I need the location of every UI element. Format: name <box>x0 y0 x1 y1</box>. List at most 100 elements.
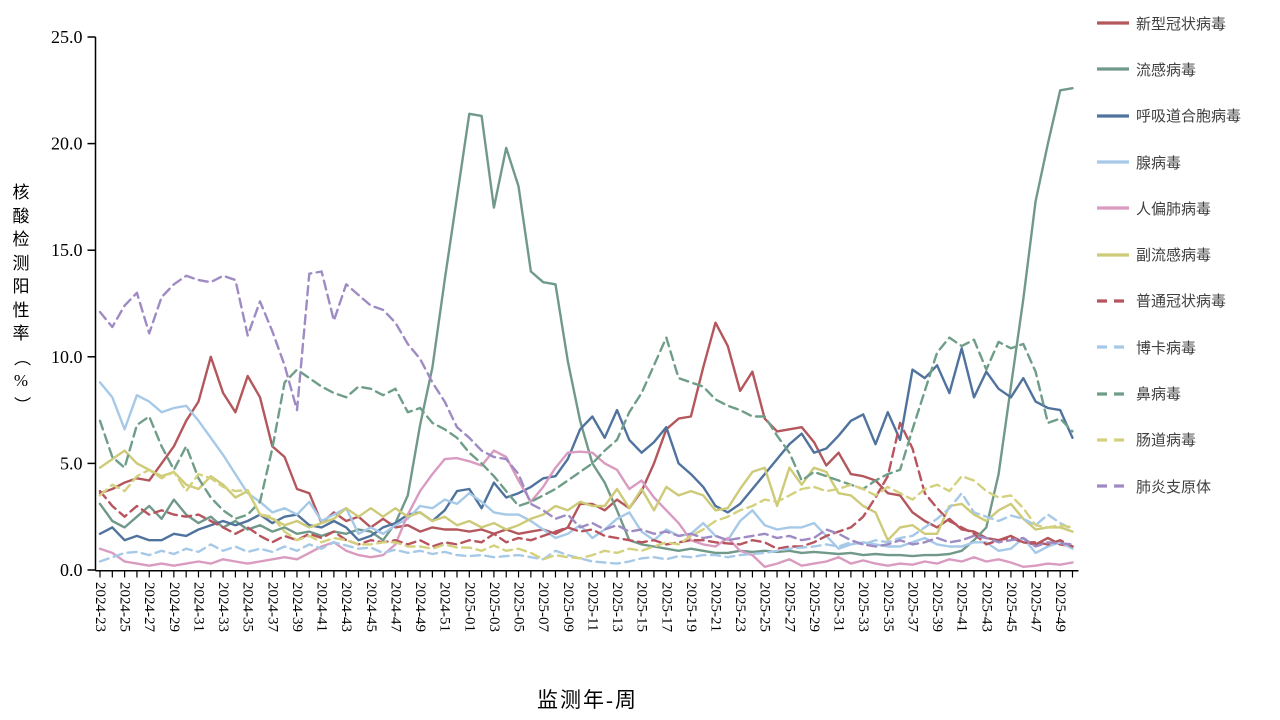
legend-label: 流感病毒 <box>1136 62 1197 79</box>
y-axis-title-char: 酸 <box>12 206 30 226</box>
y-tick-label: 25.0 <box>51 27 83 47</box>
x-tick-label: 2025-33 <box>855 582 871 632</box>
legend-label: 呼吸道合胞病毒 <box>1136 109 1242 126</box>
x-tick-label: 2025-45 <box>1003 582 1019 632</box>
series-line-enterovirus <box>98 468 1074 561</box>
legend-line-sample-hmpv <box>1097 206 1129 210</box>
x-tick-label: 2025-15 <box>634 582 650 632</box>
x-tick-label: 2024-35 <box>240 582 256 632</box>
series-line-bocavirus <box>98 492 1074 565</box>
x-tick-label: 2025-49 <box>1052 582 1068 632</box>
series-line-common-coronavirus <box>98 421 1074 550</box>
legend-label: 新型冠状病毒 <box>1136 16 1227 33</box>
series-line-mycoplasma <box>98 270 1074 548</box>
legend-line-sample-rhinovirus <box>1097 391 1129 396</box>
x-tick-label: 2025-13 <box>609 582 625 632</box>
legend-line-sample-mycoplasma <box>1097 484 1129 488</box>
legend-label: 副流感病毒 <box>1136 248 1212 265</box>
legend-item-enterovirus: 肠道病毒 <box>1096 417 1241 463</box>
series-line-covid <box>98 321 1074 548</box>
x-tick-label: 2024-25 <box>117 582 133 632</box>
legend-line-sample-common-coronavirus <box>1097 299 1129 303</box>
x-tick-label: 2025-21 <box>708 582 724 632</box>
y-axis-title-char: ） <box>11 395 31 413</box>
legend-item-rhinovirus: 鼻病毒 <box>1096 370 1241 416</box>
x-tick-label: 2024-43 <box>338 582 354 632</box>
x-tick-label: 2024-39 <box>289 582 305 632</box>
x-tick-label: 2024-41 <box>314 582 330 632</box>
legend-item-hmpv: 人偏肺病毒 <box>1096 185 1241 231</box>
x-tick-label: 2025-03 <box>486 582 502 632</box>
x-tick-label: 2025-37 <box>904 582 920 632</box>
x-tick-label: 2024-37 <box>264 582 280 632</box>
x-tick-label: 2024-29 <box>166 582 182 632</box>
x-tick-label: 2025-29 <box>806 582 822 632</box>
y-axis-title-char: 阳 <box>12 277 30 296</box>
legend-line-sample-influenza <box>1097 67 1129 72</box>
x-tick-label: 2025-25 <box>757 582 773 632</box>
y-tick-label: 5.0 <box>60 453 83 473</box>
legend-item-parainfluenza: 副流感病毒 <box>1096 231 1241 277</box>
chart-legend: 新型冠状病毒 流感病毒呼吸道合胞病毒 腺病毒人偏肺病毒副流感病毒普通冠状病毒 博卡病毒… <box>1096 0 1241 509</box>
x-tick-label: 2025-07 <box>535 582 551 632</box>
y-axis-title-char: 率 <box>12 324 30 343</box>
x-tick-label: 2025-31 <box>831 582 847 632</box>
x-axis-title: 监测年-周 <box>537 688 638 712</box>
x-tick-label: 2025-47 <box>1028 582 1044 632</box>
legend-label: 肺炎支原体 <box>1136 479 1212 496</box>
legend-item-mycoplasma: 肺炎支原体 <box>1096 463 1241 509</box>
x-tick-label: 2025-43 <box>978 582 994 632</box>
legend-item-adenovirus: 腺病毒 <box>1096 139 1241 185</box>
legend-line-sample-adenovirus <box>1097 160 1129 164</box>
x-tick-label: 2025-27 <box>781 582 797 632</box>
legend-line-sample-enterovirus <box>1097 438 1129 442</box>
series-line-hmpv <box>98 449 1074 568</box>
y-tick-label: 10.0 <box>51 347 83 367</box>
legend-label: 肠道病毒 <box>1136 433 1197 450</box>
legend-label: 人偏肺病毒 <box>1136 201 1212 218</box>
x-tick-label: 2025-17 <box>658 582 674 632</box>
x-tick-label: 2025-01 <box>461 582 477 632</box>
legend-label: 鼻病毒 <box>1136 387 1182 404</box>
y-axis-title-char: 核 <box>12 183 30 202</box>
y-axis-title-char: 性 <box>12 300 30 320</box>
x-tick-label: 2024-31 <box>190 582 206 632</box>
y-tick-label: 0.0 <box>60 560 83 580</box>
x-tick-label: 2025-23 <box>732 582 748 632</box>
legend-item-covid: 新型冠状病毒 <box>1096 0 1241 46</box>
x-tick-label: 2025-19 <box>683 582 699 632</box>
y-axis-title-char: 检 <box>12 230 30 249</box>
y-tick-label: 15.0 <box>51 240 83 260</box>
x-tick-label: 2025-39 <box>929 582 945 632</box>
legend-line-sample-rsv <box>1097 114 1129 118</box>
legend-item-rsv: 呼吸道合胞病毒 <box>1096 93 1241 139</box>
legend-line-sample-covid <box>1097 21 1129 25</box>
legend-label: 腺病毒 <box>1136 155 1182 172</box>
legend-line-sample-parainfluenza <box>1097 253 1129 257</box>
x-tick-label: 2024-51 <box>437 582 453 632</box>
y-axis-title-char: 测 <box>12 253 30 273</box>
x-tick-label: 2025-05 <box>511 582 527 632</box>
legend-item-bocavirus: 博卡病毒 <box>1096 324 1241 370</box>
legend-label: 普通冠状病毒 <box>1136 294 1227 311</box>
legend-line-sample-bocavirus <box>1097 345 1129 349</box>
y-tick-label: 20.0 <box>51 134 83 154</box>
y-axis-title: 核酸检测阳性率 （% ） <box>8 181 34 416</box>
x-tick-label: 2024-47 <box>387 582 403 632</box>
x-tick-label: 2025-11 <box>584 582 600 631</box>
x-tick-label: 2024-45 <box>363 582 379 632</box>
x-tick-label: 2025-35 <box>880 582 896 632</box>
y-axis-title-char: % <box>13 371 29 390</box>
x-tick-label: 2025-41 <box>954 582 970 632</box>
x-tick-label: 2024-33 <box>215 582 231 632</box>
x-tick-label: 2024-23 <box>92 582 108 632</box>
series-line-influenza <box>98 86 1074 558</box>
series-line-rhinovirus <box>98 336 1074 520</box>
legend-label: 博卡病毒 <box>1136 340 1197 357</box>
legend-item-common-coronavirus: 普通冠状病毒 <box>1096 278 1241 324</box>
x-tick-label: 2024-27 <box>141 582 157 632</box>
legend-item-influenza: 流感病毒 <box>1096 46 1241 92</box>
x-tick-label: 2025-09 <box>560 582 576 632</box>
